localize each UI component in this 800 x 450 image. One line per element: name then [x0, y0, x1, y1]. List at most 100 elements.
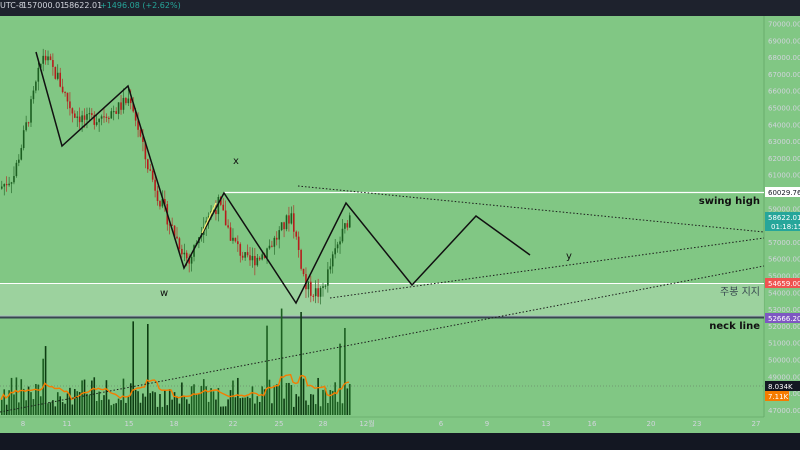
- volume-bar: [227, 399, 229, 415]
- volume-ma-badge: 7.11K: [765, 391, 789, 401]
- volume-bar: [222, 406, 225, 415]
- volume-bar: [317, 377, 319, 415]
- candle-body: [134, 111, 137, 121]
- candle-body: [324, 285, 327, 287]
- session-high-value: 157000.01: [22, 1, 66, 10]
- candle-body: [142, 136, 144, 142]
- volume-bar: [64, 403, 66, 415]
- candle-body: [86, 114, 88, 120]
- volume-bar: [307, 404, 310, 415]
- volume-bar: [237, 377, 239, 415]
- volume-bar: [159, 394, 161, 415]
- candle-body: [229, 227, 232, 241]
- price-tick-label: 50000.00: [768, 357, 800, 365]
- candle-body: [212, 210, 215, 212]
- time-tick-label: 25: [275, 420, 284, 428]
- volume-bar: [290, 385, 293, 415]
- volume-bar: [112, 403, 115, 415]
- candle-body: [280, 222, 283, 231]
- volume-bar: [215, 399, 217, 415]
- candle-body: [147, 159, 149, 170]
- candlesticks: [1, 48, 351, 305]
- candle-body: [120, 102, 122, 110]
- volume-bar: [154, 392, 156, 415]
- volume-bar: [224, 406, 227, 415]
- volume-bar: [103, 395, 105, 415]
- svg-text:7.11K: 7.11K: [768, 393, 789, 401]
- candle-body: [183, 252, 186, 255]
- time-tick-label: 12월: [359, 419, 374, 428]
- volume-bar: [151, 391, 154, 415]
- candle-body: [98, 118, 100, 123]
- candle-body: [307, 281, 310, 290]
- volume-bar: [108, 399, 110, 415]
- volume-bar: [200, 385, 203, 415]
- candle-body: [76, 116, 79, 118]
- candle-body: [300, 249, 302, 269]
- candle-body: [317, 288, 319, 297]
- volume-bar: [220, 406, 222, 415]
- candle-body: [112, 111, 115, 113]
- volume-bar: [288, 382, 290, 415]
- volume-bar: [300, 312, 302, 415]
- candle-body: [312, 295, 315, 297]
- volume-bar: [278, 385, 280, 415]
- volume-bar: [297, 396, 300, 415]
- volume-bar: [319, 406, 322, 415]
- time-tick-label: 27: [752, 420, 761, 428]
- time-axis[interactable]: 8 11 15 18 22 25 28 12월 6 9 13 16 20 23 27: [21, 419, 761, 428]
- time-tick-label: 28: [319, 420, 328, 428]
- bottom-toolbar: [0, 433, 800, 450]
- candle-body: [32, 90, 35, 100]
- volume-bar: [256, 396, 259, 415]
- price-tick-label: 52000.00: [768, 323, 800, 331]
- candle-body: [310, 281, 312, 296]
- volume-bar: [310, 394, 312, 415]
- volume-bar: [241, 397, 244, 415]
- candle-body: [285, 215, 288, 230]
- last-price-value: 58622.01: [64, 1, 103, 10]
- candle-body: [193, 245, 195, 257]
- candle-body: [164, 199, 166, 205]
- volume-bar: [15, 377, 18, 415]
- price-tick-label: 66000.00: [768, 88, 800, 96]
- volume-bar: [32, 399, 35, 415]
- candle-body: [42, 55, 44, 64]
- volume-bar: [188, 403, 190, 415]
- time-tick-label: 23: [693, 420, 702, 428]
- neck-price-badge: 52666.20: [765, 313, 800, 323]
- volume-bar: [295, 394, 298, 415]
- price-tick-label: 62000.00: [768, 155, 800, 163]
- price-tick-label: 55000.00: [768, 273, 800, 281]
- candle-body: [108, 117, 110, 119]
- time-tick-label: 16: [588, 420, 597, 428]
- long-trend-line: [0, 265, 765, 413]
- candle-body: [293, 213, 295, 232]
- candle-body: [327, 269, 329, 286]
- time-tick-label: 22: [229, 420, 238, 428]
- timezone-label: UTC-8: [0, 1, 24, 10]
- candle-body: [132, 103, 134, 112]
- volume-bar: [20, 379, 23, 415]
- volume-bar: [183, 396, 186, 415]
- volume-bar: [144, 396, 147, 415]
- candle-body: [22, 130, 25, 149]
- candle-body: [71, 108, 74, 114]
- candle-body: [266, 248, 268, 258]
- volume-bar: [86, 393, 88, 415]
- bar-countdown: 01:18:15: [771, 223, 800, 231]
- volume-bar: [232, 380, 234, 415]
- candle-body: [256, 257, 259, 266]
- volume-bar: [312, 394, 315, 415]
- candle-body: [190, 256, 193, 264]
- volume-bar: [198, 393, 200, 415]
- volume-bar: [168, 389, 171, 415]
- candle-body: [5, 184, 8, 186]
- volume-bar: [217, 387, 220, 415]
- volume-bar: [329, 390, 332, 415]
- volume-bar: [37, 384, 40, 415]
- candle-body: [222, 204, 225, 211]
- candle-body: [122, 97, 125, 110]
